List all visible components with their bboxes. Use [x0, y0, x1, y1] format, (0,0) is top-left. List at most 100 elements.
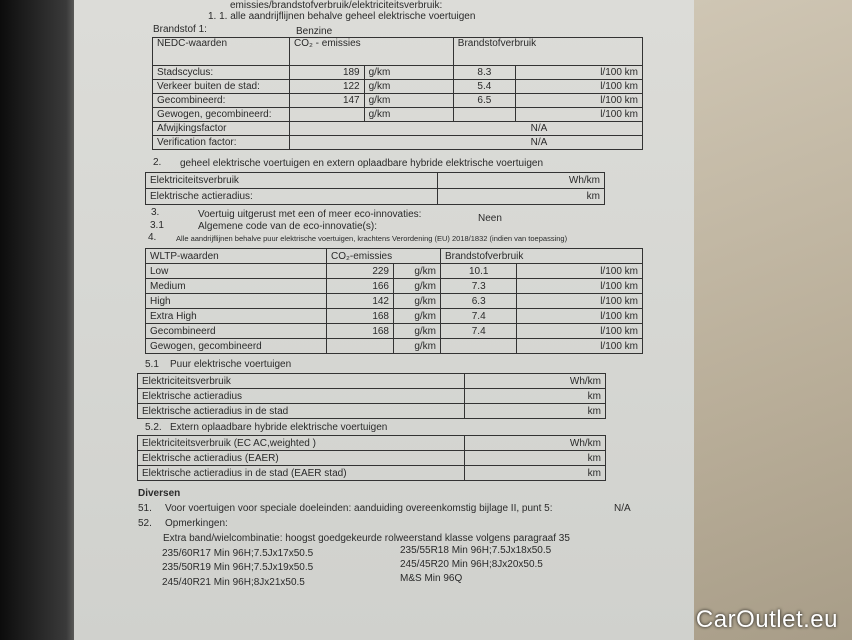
row-unit: km [437, 188, 605, 205]
section-5-2-title: Extern oplaadbare hybride elektrische vo… [170, 422, 388, 433]
fuel-value: 7.3 [439, 278, 518, 294]
item-52-number: 52. [138, 518, 152, 529]
co2-value: 147 [289, 93, 365, 108]
row-label: Low [145, 263, 327, 279]
fuel-value [452, 107, 516, 122]
item-51-text: Voor voertuigen voor speciale doeleinden… [165, 503, 553, 514]
co2-unit: g/km [393, 323, 441, 339]
tyre-spec: 235/50R19 Min 96H;7.5Jx19x50.5 [162, 562, 314, 573]
row-unit: km [464, 403, 606, 419]
tyre-spec: 245/45R20 Min 96H;8Jx20x50.5 [400, 559, 543, 570]
section-3-value: Neen [478, 213, 502, 224]
section-3-number: 3. [151, 207, 160, 218]
row-value: N/A [289, 121, 643, 136]
background-dark-edge [0, 0, 78, 640]
fuel-unit: l/100 km [516, 323, 643, 339]
tyre-spec: 245/40R21 Min 96H;8Jx21x50.5 [162, 577, 305, 588]
fuel-label: Brandstof 1: [153, 24, 207, 35]
nedc-header-co2: CO₂ - emissies [289, 37, 454, 66]
fuel-value: 7.4 [439, 308, 518, 324]
fuel-unit: l/100 km [514, 65, 644, 80]
row-label: Elektriciteitsverbruik (EC AC,weighted ) [137, 435, 465, 451]
co2-value: 122 [289, 79, 365, 94]
section-3-1-number: 3.1 [150, 220, 164, 231]
row-label: High [145, 293, 327, 309]
wltp-row: High 142 g/km 6.3 l/100 km [145, 293, 643, 309]
fuel-value [439, 338, 518, 354]
row-label: Stadscyclus: [152, 65, 290, 80]
fuel-value: 6.5 [452, 93, 516, 108]
nedc-header-label: NEDC-waarden [152, 37, 290, 66]
row-unit: Wh/km [437, 172, 605, 189]
item-51-value: N/A [614, 503, 631, 514]
row-label: Afwijkingsfactor [152, 121, 290, 136]
row-label: Medium [145, 278, 327, 294]
row-unit: Wh/km [464, 435, 606, 451]
co2-value [289, 107, 365, 122]
co2-value: 229 [326, 263, 394, 279]
row-unit: Wh/km [464, 373, 606, 389]
row-label: Elektrische actieradius [137, 388, 465, 404]
row-label: Verification factor: [152, 135, 290, 150]
co2-value: 168 [326, 323, 394, 339]
extra-tyre-note: Extra band/wielcombinatie: hoogst goedge… [163, 533, 570, 544]
tyre-spec: 235/60R17 Min 96H;7.5Jx17x50.5 [162, 548, 314, 559]
item-52-text: Opmerkingen: [165, 518, 228, 529]
fuel-value: Benzine [296, 26, 333, 37]
tyre-spec: M&S Min 96Q [400, 573, 463, 584]
fuel-unit: l/100 km [514, 93, 644, 108]
fuel-unit: l/100 km [516, 308, 643, 324]
section-4-number: 4. [148, 232, 157, 243]
co2-value: 168 [326, 308, 394, 324]
co2-unit: g/km [393, 293, 441, 309]
section-5-1-title: Puur elektrische voertuigen [170, 359, 292, 370]
row-label: Elektriciteitsverbruik [137, 373, 465, 389]
nedc-table: NEDC-waarden CO₂ - emissies Brandstofver… [152, 37, 644, 150]
section-3-1-text: Algemene code van de eco-innovatie(s): [198, 221, 377, 232]
row-label: Elektrische actieradius: [145, 188, 438, 205]
wltp-header-fuel: Brandstofverbruik [440, 248, 643, 264]
co2-value: 189 [289, 65, 365, 80]
row-label: Gewogen, gecombineerd: [152, 107, 290, 122]
co2-unit: g/km [363, 107, 454, 122]
nedc-afwijkingsfactor-row: Afwijkingsfactor N/A [152, 121, 643, 136]
section-3-text: Voertuig uitgerust met een of meer eco-i… [198, 209, 422, 220]
co2-unit: g/km [363, 93, 454, 108]
diversen-heading: Diversen [138, 488, 181, 499]
row-label: Gecombineerd: [152, 93, 290, 108]
wltp-row: Medium 166 g/km 7.3 l/100 km [145, 278, 643, 294]
row-label: Elektrische actieradius in de stad [137, 403, 465, 419]
fuel-value: 10.1 [439, 263, 518, 279]
nedc-row: Stadscyclus: 189 g/km 8.3 l/100 km [152, 65, 644, 80]
section-5-2-number: 5.2. [145, 422, 162, 433]
wltp-table: WLTP-waarden CO₂-emissies Brandstofverbrui… [145, 248, 643, 354]
background-leather-seat [688, 0, 852, 640]
fuel-value: 7.4 [439, 323, 518, 339]
wltp-row: Gewogen, gecombineerd g/km l/100 km [145, 338, 643, 354]
fuel-unit: l/100 km [514, 107, 644, 122]
co2-unit: g/km [393, 278, 441, 294]
section-5-1-number: 5.1 [145, 359, 159, 370]
nedc-row: Gecombineerd: 147 g/km 6.5 l/100 km [152, 93, 644, 108]
row-value: N/A [289, 135, 643, 150]
fuel-value: 8.3 [452, 65, 516, 80]
row-label: Elektriciteitsverbruik [145, 172, 438, 189]
row-label: Elektrische actieradius (EAER) [137, 450, 465, 466]
co2-value [326, 338, 394, 354]
row-label: Extra High [145, 308, 327, 324]
wltp-row: Extra High 168 g/km 7.4 l/100 km [145, 308, 643, 324]
fuel-unit: l/100 km [514, 79, 644, 94]
wltp-header-label: WLTP-waarden [145, 248, 327, 264]
nedc-header-fuel: Brandstofverbruik [452, 37, 644, 66]
nedc-verification-row: Verification factor: N/A [152, 135, 643, 150]
carOutlet-watermark: CarOutlet.eu [695, 606, 838, 633]
co2-value: 166 [326, 278, 394, 294]
co2-unit: g/km [393, 338, 441, 354]
co2-unit: g/km [393, 263, 441, 279]
section-2-title: geheel elektrische voertuigen en extern … [180, 158, 544, 169]
section-5-2-table: Elektriciteitsverbruik (EC AC,weighted )… [137, 435, 606, 481]
nedc-row: Gewogen, gecombineerd: g/km l/100 km [152, 107, 644, 122]
fuel-unit: l/100 km [516, 263, 643, 279]
row-label: Gecombineerd [145, 323, 327, 339]
section-5-1-table: Elektriciteitsverbruik Wh/km Elektrische … [137, 373, 606, 419]
